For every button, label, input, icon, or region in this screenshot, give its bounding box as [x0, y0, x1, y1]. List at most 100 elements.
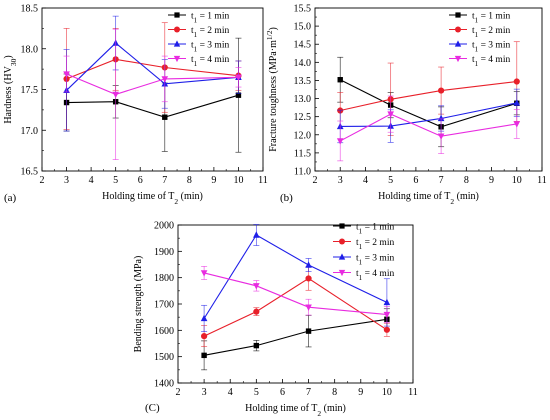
y-tick-label: 13.5 [294, 76, 312, 87]
data-point [253, 231, 260, 238]
legend-entry: t1 = 1 min [356, 223, 394, 236]
y-tick-label: 15.5 [294, 4, 312, 15]
legend-marker [454, 55, 462, 63]
y-tick-label: 15.0 [294, 22, 312, 33]
data-point [305, 328, 312, 334]
series-line [203, 277, 388, 337]
x-tick-label: 8 [187, 175, 192, 186]
data-point [201, 333, 208, 340]
y-tick-label: 18.0 [21, 44, 39, 55]
x-tick-label: 3 [338, 175, 343, 186]
x-tick-label: 2 [313, 175, 318, 186]
x-tick-label: 6 [413, 175, 418, 186]
x-tick-label: 6 [280, 387, 285, 398]
x-tick-label: 2 [176, 387, 181, 398]
chart-panel-c: 2 3 4 5 6 7 8 9 10 11 1400 1500 1600 1700 1800 1900 2000… [133, 221, 418, 418]
y-tick-label: 17.0 [21, 126, 39, 137]
y-tick-label: 12.5 [294, 112, 312, 123]
x-tick-label: 4 [363, 175, 368, 186]
y-tick-label: 1900 [154, 247, 174, 258]
legend-entry: t1 = 4 min [472, 55, 510, 68]
data-point [112, 91, 119, 99]
legend-marker [339, 223, 345, 229]
x-tick-label: 5 [388, 175, 393, 186]
x-tick-label: 4 [228, 387, 233, 398]
data-point [336, 138, 344, 145]
x-tick-label: 5 [113, 175, 118, 186]
x-tick-label: 4 [89, 175, 94, 186]
legend-entry: t1 = 3 min [472, 41, 510, 54]
legend-marker [338, 269, 346, 277]
data-point [437, 133, 445, 140]
legend-marker [339, 238, 345, 245]
legend: t1 = 1 min t1 = 2 min t1 = 3 min t1 = 4 min [333, 223, 394, 282]
y-tick-label: 14.0 [294, 58, 312, 69]
y-tick-label: 18.5 [21, 4, 39, 15]
x-tick-label: 2 [40, 175, 45, 186]
legend-entry: t1 = 2 min [356, 238, 394, 251]
x-tick-label: 8 [332, 387, 337, 398]
x-tick-label: 9 [489, 175, 494, 186]
panel-label: (C) [145, 402, 160, 414]
data-point [200, 270, 208, 277]
series-line [340, 80, 517, 112]
data-point [201, 352, 207, 359]
data-point [200, 314, 208, 322]
x-tick-label: 10 [382, 387, 392, 398]
legend-marker [173, 55, 181, 63]
y-tick-label: 12.0 [294, 130, 312, 141]
data-point [513, 121, 521, 128]
series-t3 [200, 224, 391, 332]
legend-marker [338, 253, 346, 260]
series-line [340, 102, 517, 127]
panel-label: (a) [4, 192, 17, 204]
data-point [253, 342, 260, 349]
data-point [513, 78, 520, 85]
y-tick-label: 2000 [154, 221, 174, 232]
series-line [203, 272, 387, 316]
data-point [383, 311, 391, 319]
data-point [253, 308, 260, 315]
y-tick-label: 11.5 [294, 148, 311, 159]
legend-entry: t1 = 2 min [191, 26, 229, 39]
y-tick-label: 14.5 [294, 40, 312, 51]
y-tick-label: 1600 [154, 326, 174, 337]
legend-marker [455, 12, 461, 18]
legend-marker [454, 40, 462, 47]
data-point [253, 283, 260, 290]
series-t4 [200, 265, 391, 323]
data-point [305, 261, 312, 268]
y-tick-label: 1400 [154, 379, 174, 390]
data-point [383, 298, 391, 306]
series-line [203, 234, 388, 319]
legend-marker [174, 26, 180, 33]
series-line [66, 94, 239, 118]
series-line [339, 113, 517, 142]
y-tick-label: 1700 [154, 300, 174, 311]
x-tick-label: 5 [254, 387, 259, 398]
legend-entry: t1 = 4 min [356, 269, 394, 282]
legend-entry: t1 = 3 min [356, 254, 394, 267]
series-line [66, 73, 239, 95]
series-t1 [337, 56, 520, 148]
chart-panel-b: 2 3 4 5 6 7 8 9 10 11 11.0 11.5 12.0 12.5 13.0 13.5 14.0… [265, 4, 547, 206]
x-tick-label: 9 [211, 175, 216, 186]
x-axis-title: Holding time of T2 (min) [378, 191, 479, 206]
y-axis-title: Bending strength (MPa) [133, 256, 144, 353]
data-point [235, 92, 242, 98]
y-axis-title: Fracture toughness (MPa·m1/2) [265, 27, 280, 152]
series-t3 [336, 88, 521, 144]
data-point [162, 114, 168, 120]
legend-marker [174, 12, 180, 18]
x-tick-label: 8 [464, 175, 469, 186]
x-tick-label: 10 [512, 175, 522, 186]
series-t4 [63, 28, 242, 160]
x-tick-label: 11 [408, 387, 418, 398]
data-point [161, 76, 169, 83]
series-line [339, 79, 517, 128]
data-point [438, 87, 445, 94]
series-line [204, 318, 387, 356]
data-point [437, 114, 445, 122]
